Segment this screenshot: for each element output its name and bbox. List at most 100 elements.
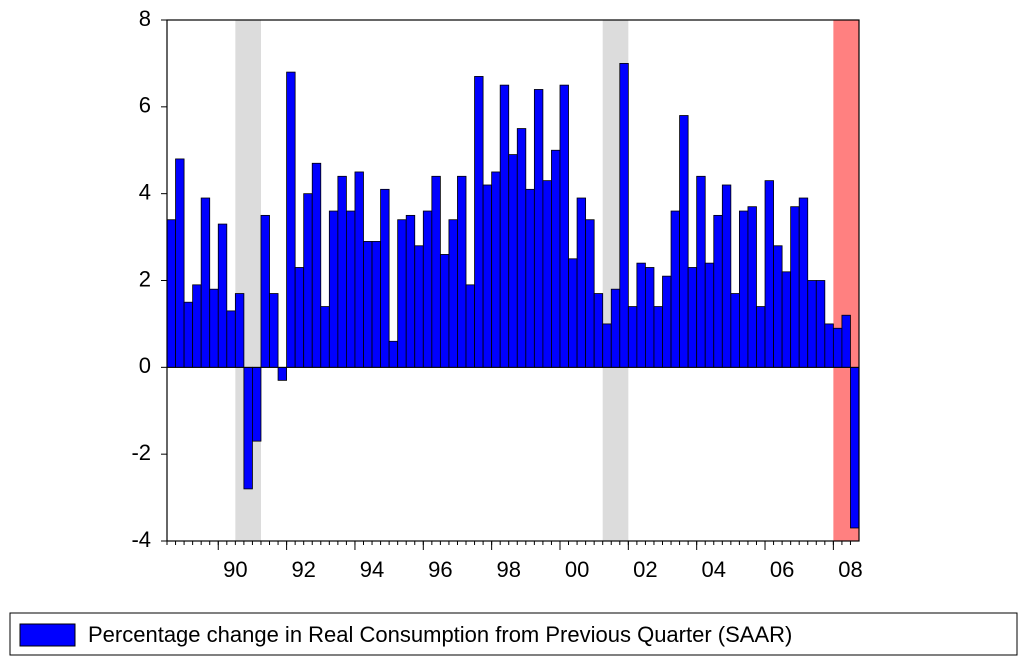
bar (294, 267, 305, 368)
bar (773, 245, 783, 368)
bar (482, 184, 493, 368)
legend-swatch (19, 623, 76, 647)
bar (508, 154, 518, 368)
bar (764, 180, 774, 368)
bar (209, 288, 219, 368)
bar (269, 293, 279, 368)
bar (183, 301, 194, 368)
bar (252, 366, 262, 442)
x-tick-label: 08 (838, 557, 862, 582)
x-tick-label: 02 (633, 557, 657, 582)
bar (533, 89, 544, 368)
x-tick-label: 92 (291, 557, 315, 582)
bar (832, 327, 843, 368)
bar (593, 293, 604, 368)
x-tick-label: 00 (565, 557, 589, 582)
bar (653, 306, 663, 368)
bar (807, 280, 817, 368)
bar (696, 175, 706, 368)
bar (679, 115, 689, 368)
bar (815, 280, 826, 368)
y-tick-label: 2 (139, 266, 151, 291)
legend-label: Percentage change in Real Consumption fr… (88, 622, 792, 647)
bar (465, 284, 475, 368)
bar (824, 323, 834, 368)
y-tick-label: 4 (139, 179, 151, 204)
bar (790, 206, 800, 368)
bar (217, 223, 228, 368)
x-tick-label: 98 (496, 557, 520, 582)
bar (346, 210, 356, 368)
bar (414, 245, 424, 368)
x-tick-label: 96 (428, 557, 452, 582)
bar (619, 63, 629, 368)
bar (363, 241, 373, 368)
bar (542, 180, 552, 368)
bar (405, 214, 416, 368)
bar (551, 149, 561, 368)
bar (781, 271, 792, 368)
bar (175, 158, 185, 368)
bar (226, 310, 236, 368)
bar (320, 306, 330, 368)
bar (448, 219, 458, 368)
bar (627, 306, 638, 368)
bar (713, 214, 723, 368)
y-tick-label: 8 (139, 6, 151, 31)
bar (328, 210, 339, 368)
bar (704, 262, 715, 368)
y-tick-label: -4 (131, 527, 151, 552)
bar (670, 210, 680, 368)
bar (576, 197, 587, 368)
bar (850, 366, 860, 529)
bar (516, 128, 527, 368)
bar (192, 284, 202, 368)
bar (337, 175, 347, 368)
legend-box (9, 612, 1018, 656)
y-tick-label: -2 (131, 440, 151, 465)
bar (687, 267, 698, 368)
bar (380, 188, 390, 368)
bar (397, 219, 407, 368)
bar (730, 293, 740, 368)
bar (474, 76, 484, 368)
bar (559, 84, 569, 368)
bar (277, 366, 288, 381)
bar (738, 210, 749, 368)
bar (303, 193, 313, 368)
bar (371, 241, 381, 368)
bar (721, 184, 732, 368)
x-tick-label: 94 (360, 557, 384, 582)
bar (841, 314, 851, 368)
bar (662, 275, 672, 368)
x-tick-label: 06 (770, 557, 794, 582)
bar (422, 210, 433, 368)
bar (243, 366, 253, 490)
bar (747, 206, 757, 368)
bar (286, 71, 296, 368)
bar (636, 262, 646, 368)
x-tick-label: 04 (702, 557, 726, 582)
bar (525, 188, 535, 368)
y-tick-label: 0 (139, 353, 151, 378)
bar (645, 267, 655, 368)
bar (756, 306, 766, 368)
bar (798, 197, 809, 368)
y-tick-label: 6 (139, 93, 151, 118)
bar (568, 258, 578, 368)
bar (602, 323, 612, 368)
bar (491, 171, 501, 368)
bar (260, 214, 270, 368)
bar (166, 219, 176, 368)
bar (585, 219, 595, 368)
bar (200, 197, 211, 368)
bar (354, 171, 364, 368)
bar (499, 84, 510, 368)
bar (610, 288, 621, 368)
bar (439, 254, 450, 368)
bar (311, 162, 322, 368)
bar (388, 340, 399, 368)
bar (431, 175, 441, 368)
bar (234, 293, 245, 368)
